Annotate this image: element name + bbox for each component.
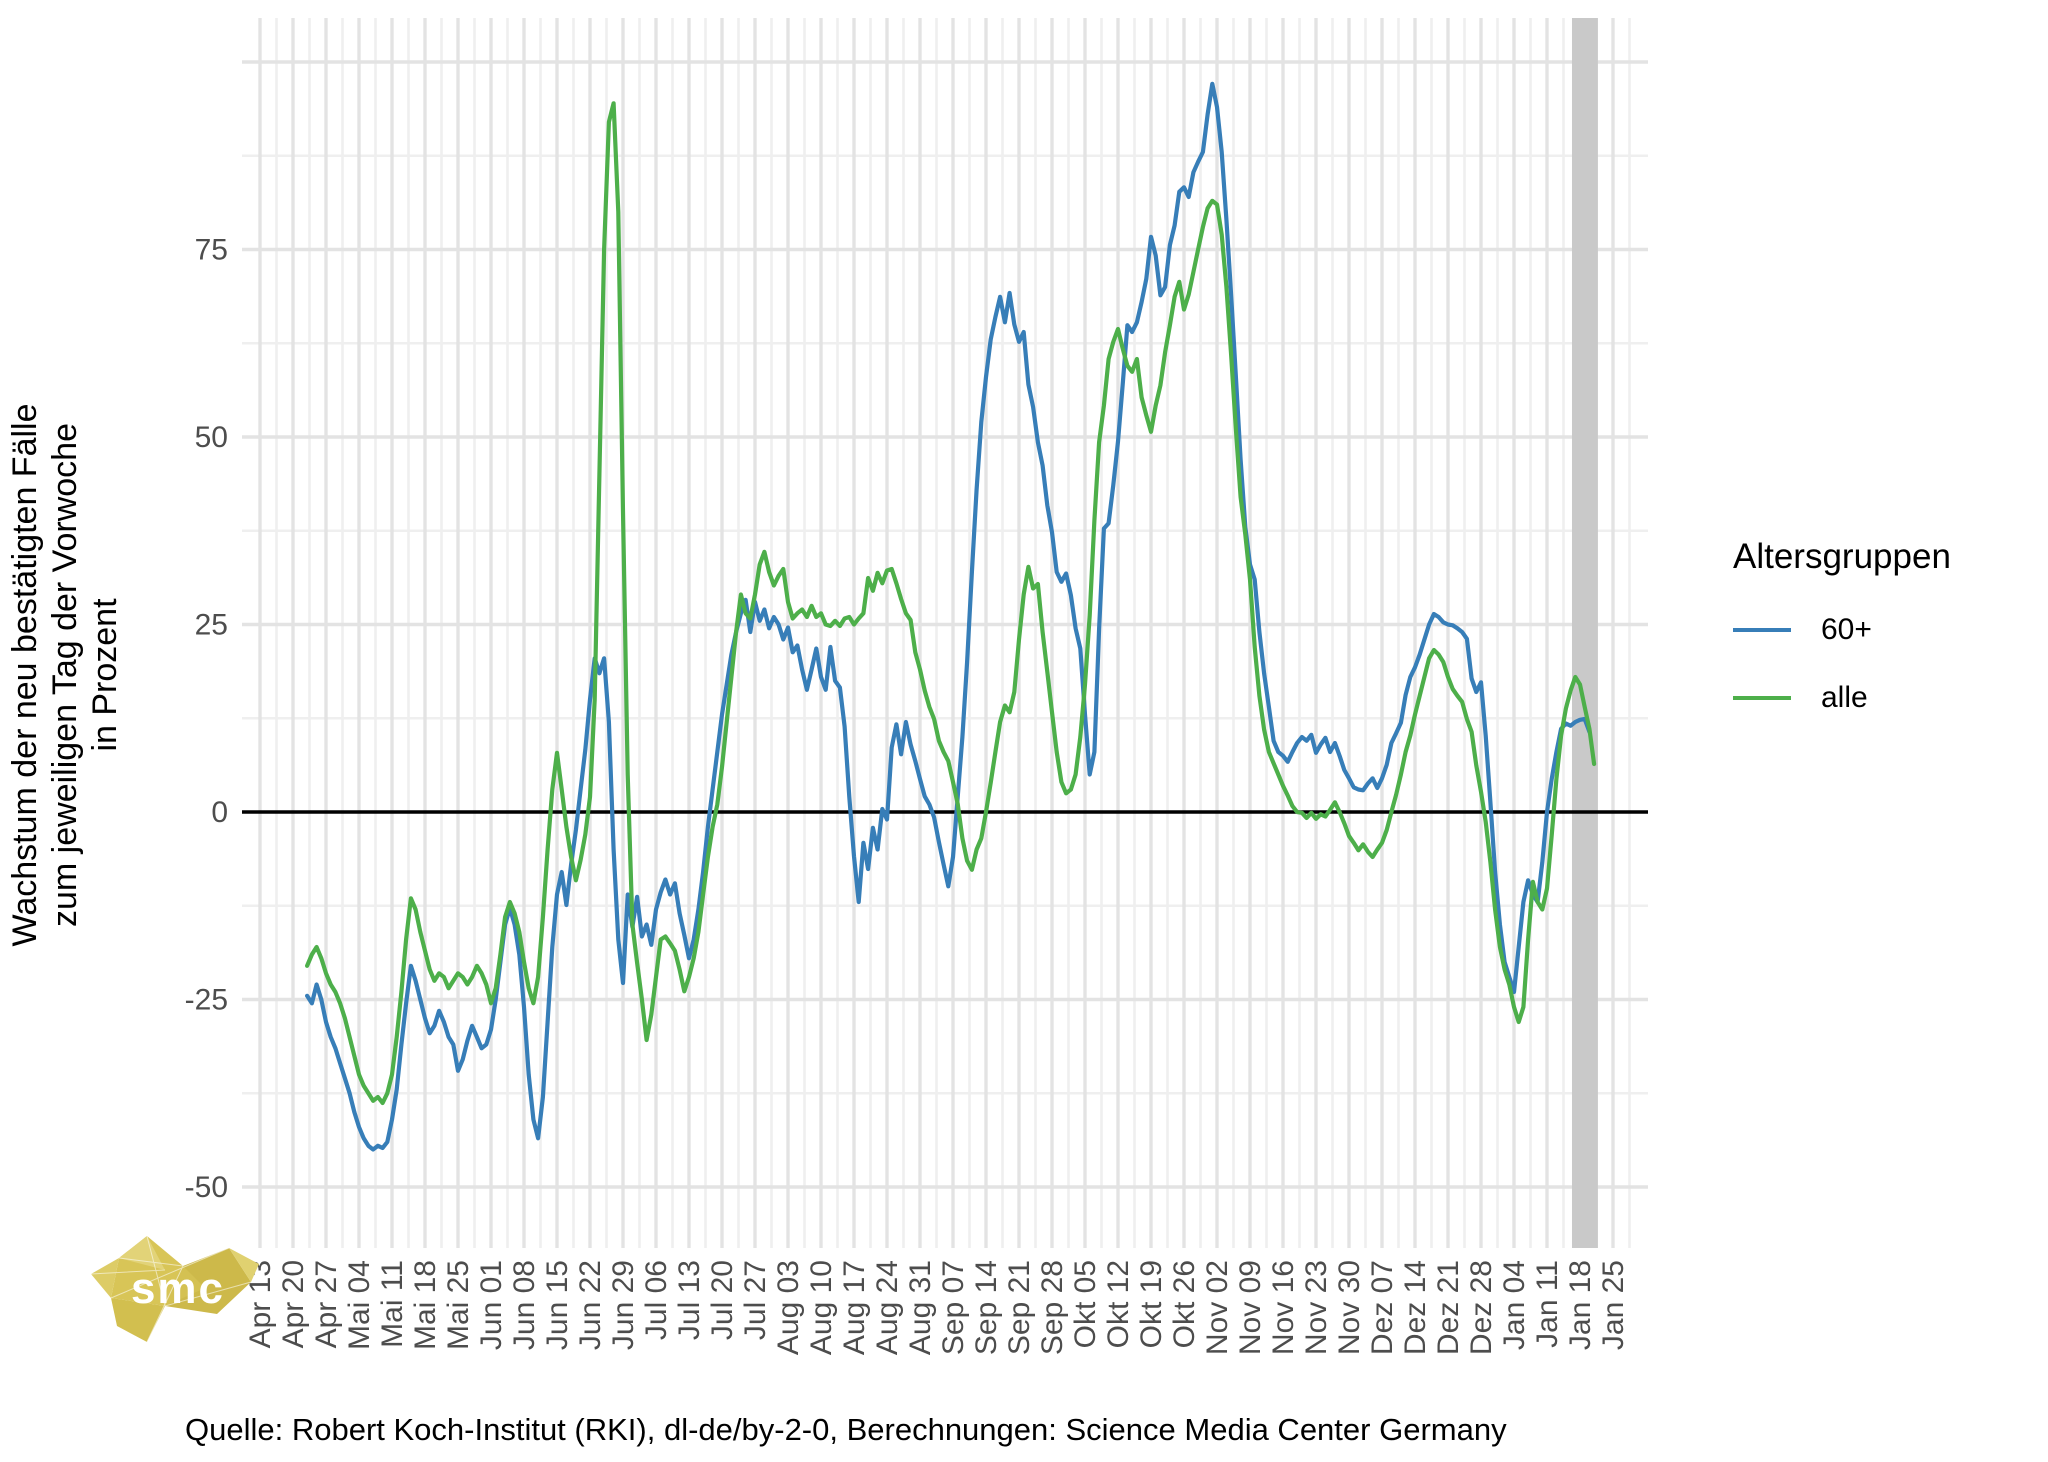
y-axis-title: Wachstum der neu bestätigten Fälle zum j… (5, 45, 135, 1305)
x-tick-label: Okt 12 (1102, 1260, 1135, 1348)
y-tick-label: 75 (195, 234, 228, 267)
x-axis-labels: Apr 13 Apr 20 Apr 27 Mai 04 Mai 11 Mai 18 Mai … (244, 1260, 1630, 1355)
legend-label-60plus: 60+ (1821, 613, 1872, 646)
series-line-60plus (305, 81, 1592, 1152)
smc-logo-text: smc (131, 1264, 225, 1313)
x-tick-label: Aug 10 (805, 1260, 838, 1355)
x-tick-label: Aug 31 (904, 1260, 937, 1355)
x-tick-label: Mai 11 (376, 1260, 409, 1348)
y-tick-label: -25 (185, 984, 228, 1017)
x-tick-label: Jan 04 (1498, 1260, 1531, 1350)
legend-item-60plus: 60+ (1733, 613, 1951, 647)
x-tick-label: Nov 16 (1267, 1260, 1300, 1355)
x-tick-label: Nov 23 (1300, 1260, 1333, 1355)
x-tick-label: Jan 11 (1531, 1260, 1564, 1348)
x-tick-label: Sep 21 (1003, 1260, 1036, 1355)
legend-line-swatch-60plus (1733, 628, 1791, 632)
x-tick-label: Jun 29 (607, 1260, 640, 1350)
x-tick-label: Aug 17 (838, 1260, 871, 1355)
x-tick-label: Sep 28 (1036, 1260, 1069, 1355)
x-tick-label: Nov 02 (1201, 1260, 1234, 1355)
x-tick-label: Dez 07 (1366, 1260, 1399, 1355)
smc-logo: smc (90, 1235, 259, 1343)
x-tick-label: Mai 04 (343, 1260, 376, 1350)
x-tick-label: Nov 09 (1234, 1260, 1267, 1355)
smc-logo-starburst (90, 1235, 259, 1343)
series-line-alle (305, 101, 1597, 1106)
x-tick-label: Dez 21 (1432, 1260, 1465, 1355)
y-axis-title-line: in Prozent (86, 598, 124, 752)
y-tick-label: 50 (195, 421, 228, 454)
y-axis-title-line: zum jeweiligen Tag der Vorwoche (46, 423, 84, 927)
x-tick-label: Jan 25 (1597, 1260, 1630, 1350)
legend-line-swatch-alle (1733, 696, 1791, 700)
source-caption: Quelle: Robert Koch-Institut (RKI), dl-d… (185, 1412, 1507, 1447)
y-axis-title-line: Wachstum der neu bestätigten Fälle (6, 403, 44, 947)
x-tick-label: Jun 01 (475, 1260, 508, 1350)
x-tick-label: Mai 18 (409, 1260, 442, 1350)
x-tick-label: Jul 13 (673, 1260, 706, 1340)
x-tick-label: Apr 27 (310, 1260, 343, 1348)
y-tick-label: -50 (185, 1171, 228, 1204)
x-tick-label: Apr 20 (277, 1260, 310, 1348)
x-tick-label: Aug 03 (772, 1260, 805, 1355)
x-tick-label: Okt 05 (1069, 1260, 1102, 1348)
x-tick-label: Sep 07 (937, 1260, 970, 1355)
x-tick-label: Jul 06 (640, 1260, 673, 1340)
x-tick-label: Okt 19 (1135, 1260, 1168, 1348)
x-tick-label: Sep 14 (970, 1260, 1003, 1355)
x-tick-label: Dez 28 (1465, 1260, 1498, 1355)
legend: Altersgruppen 60+ alle (1733, 537, 1951, 749)
x-tick-label: Jan 18 (1564, 1260, 1597, 1350)
y-tick-label: 25 (195, 609, 228, 642)
x-tick-label: Dez 14 (1399, 1260, 1432, 1355)
x-tick-label: Jul 20 (706, 1260, 739, 1340)
provisional-data-band (1571, 18, 1598, 1248)
legend-item-alle: alle (1733, 681, 1951, 715)
x-tick-label: Okt 26 (1168, 1260, 1201, 1348)
legend-title: Altersgruppen (1733, 537, 1951, 576)
y-axis-labels: -50 -25 0 25 50 75 (185, 234, 228, 1205)
legend-label-alle: alle (1821, 681, 1868, 714)
panel-gridlines-major (242, 18, 1648, 1248)
y-tick-label: 0 (211, 796, 228, 829)
x-tick-label: Mai 25 (442, 1260, 475, 1350)
x-tick-label: Jul 27 (739, 1260, 772, 1340)
x-tick-label: Nov 30 (1333, 1260, 1366, 1355)
x-tick-label: Jun 22 (574, 1260, 607, 1350)
panel-gridlines-minor (242, 18, 1648, 1248)
x-tick-label: Aug 24 (871, 1260, 904, 1355)
x-tick-label: Jun 08 (508, 1260, 541, 1350)
x-tick-label: Jun 15 (541, 1260, 574, 1350)
